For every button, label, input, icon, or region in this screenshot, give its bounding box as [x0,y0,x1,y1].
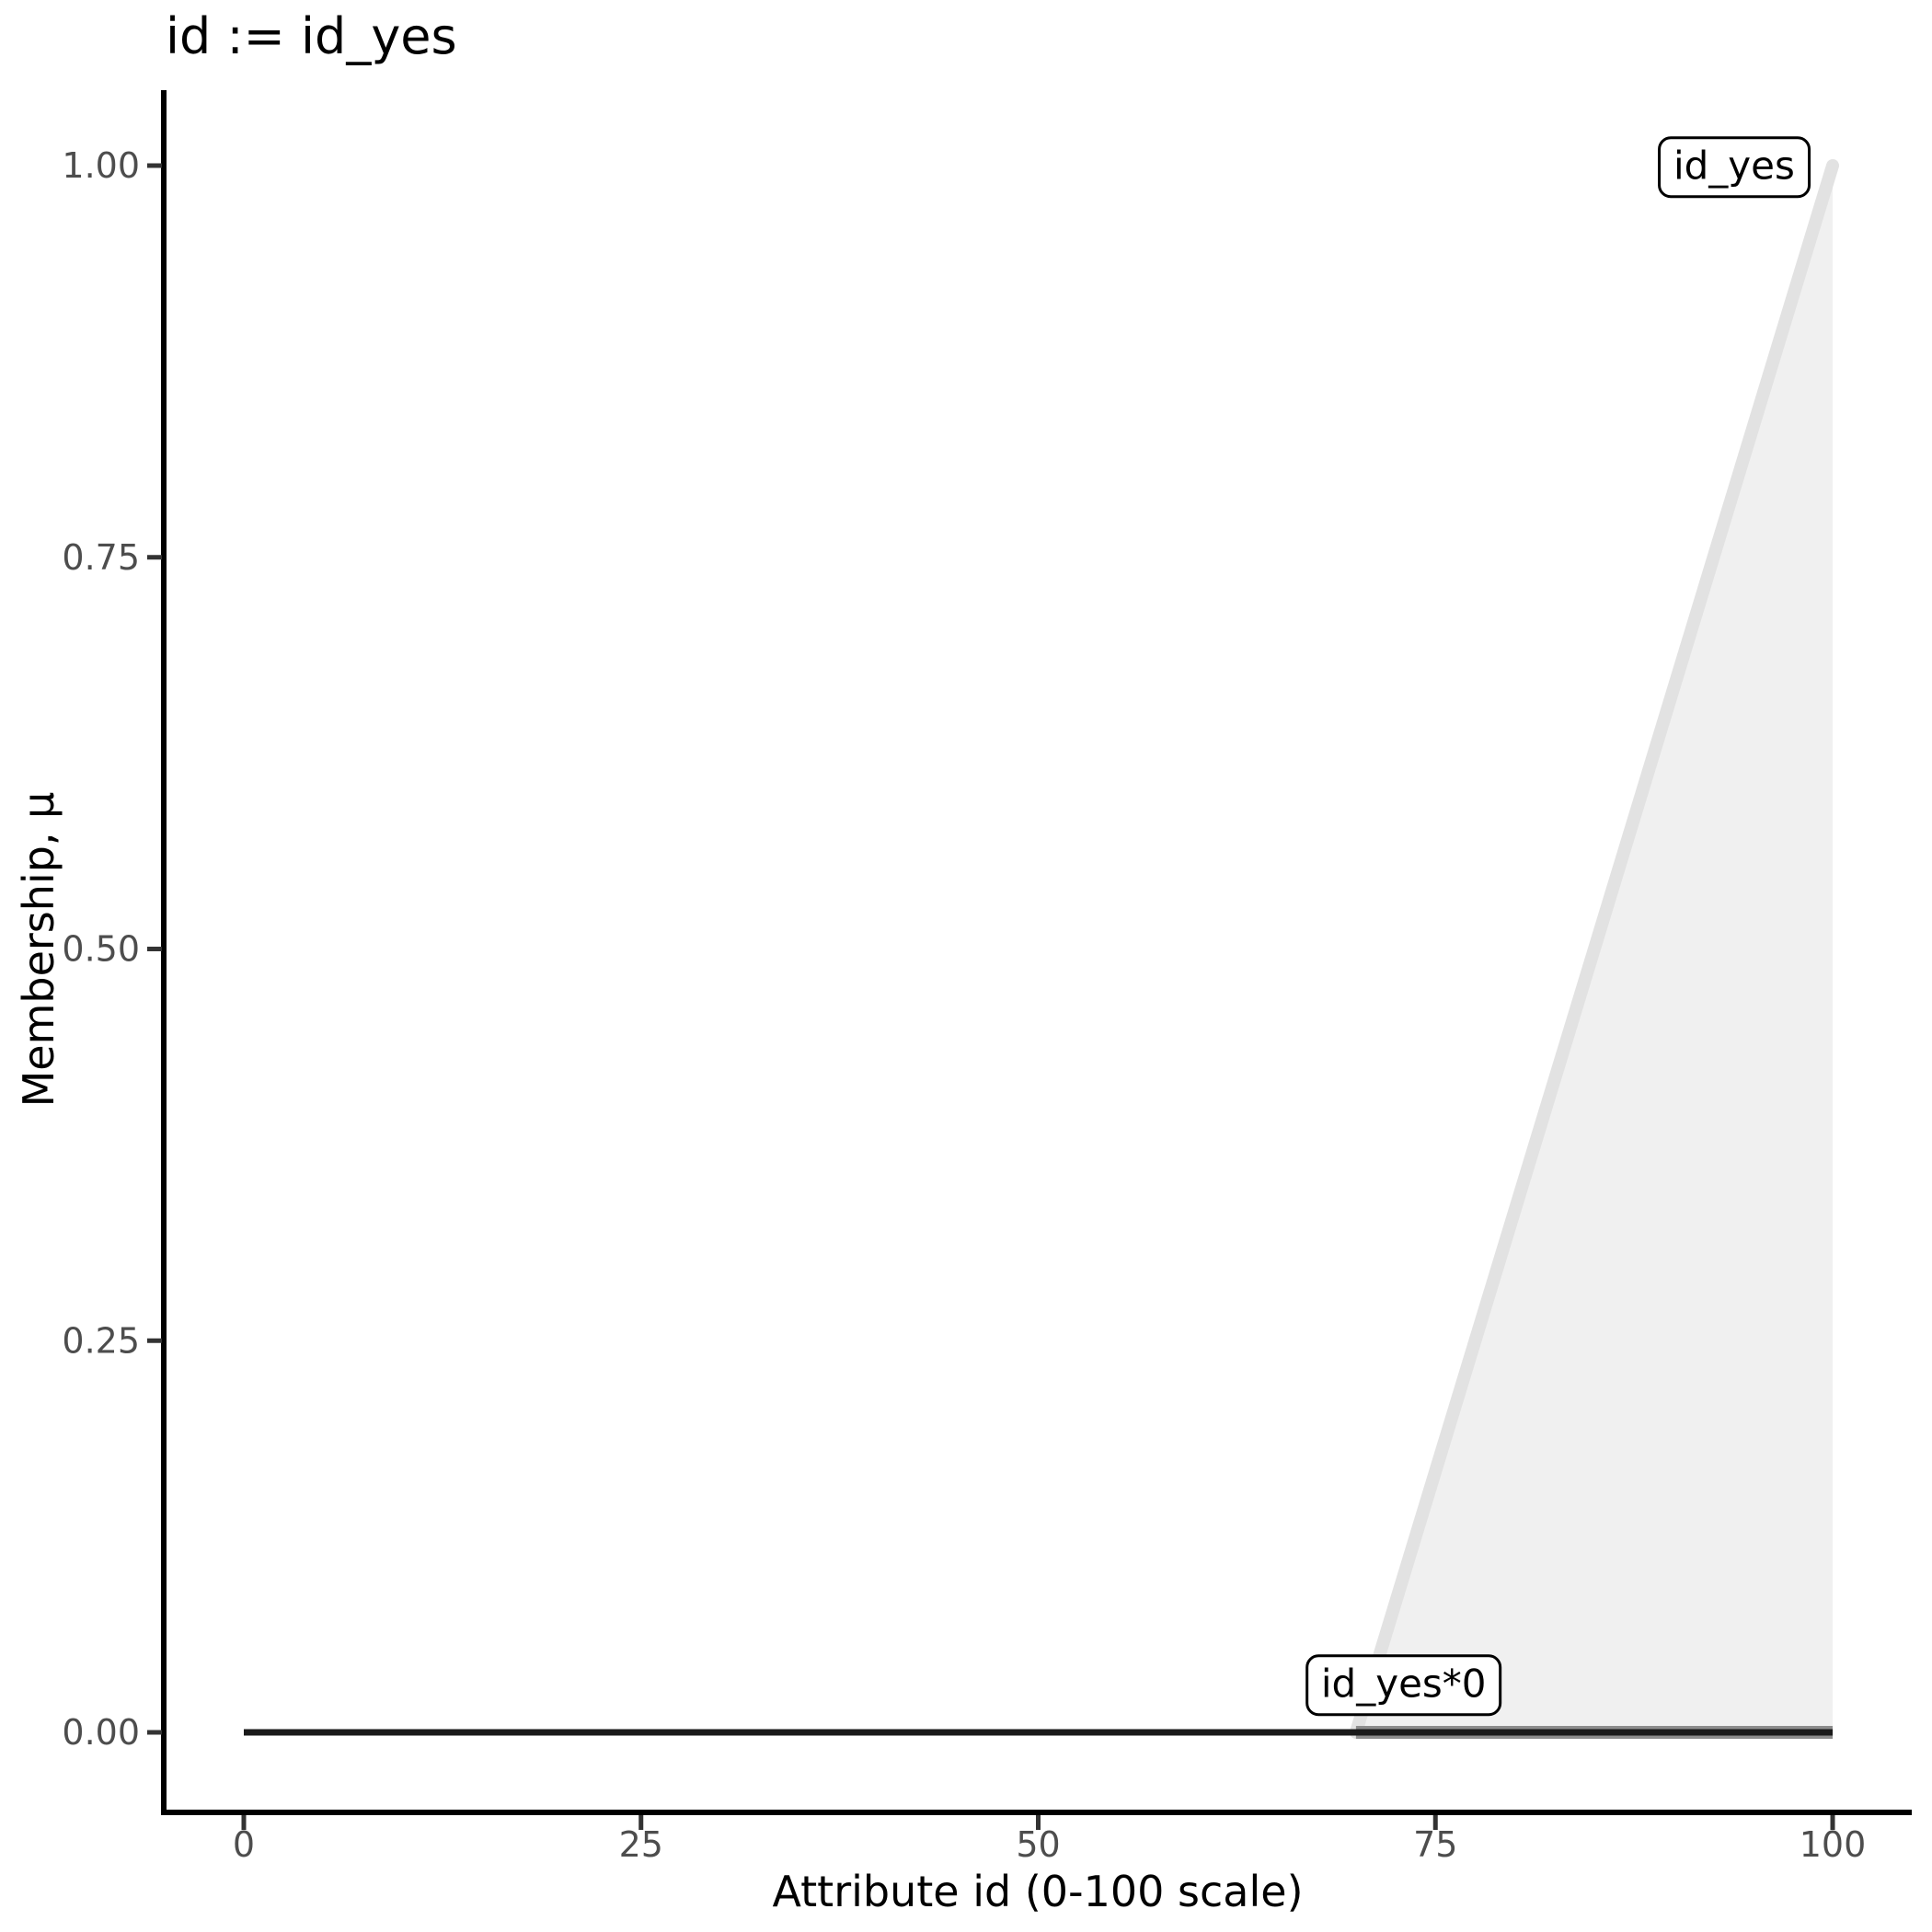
annotation-label-id_yes: id_yes [1657,135,1811,199]
y-tick-label: 1.00 [62,145,140,186]
plot-title: id := id_yes [166,7,457,65]
x-tick-label: 25 [619,1824,663,1865]
y-tick-label: 0.50 [62,929,140,970]
x-tick-label: 100 [1800,1824,1867,1865]
y-axis-title: Membership, μ [14,791,63,1108]
x-axis-title: Attribute id (0-100 scale) [772,1867,1304,1916]
y-tick-label: 0.00 [62,1712,140,1753]
x-tick-label: 75 [1413,1824,1457,1865]
y-tick-label: 0.75 [62,537,140,578]
y-tick-label: 0.25 [62,1320,140,1361]
x-tick-label: 0 [233,1824,255,1865]
series-line-id_yes [1349,159,1839,1739]
x-tick-label: 50 [1016,1824,1060,1865]
annotation-label-id_yes_times_0: id_yes*0 [1305,1654,1502,1717]
